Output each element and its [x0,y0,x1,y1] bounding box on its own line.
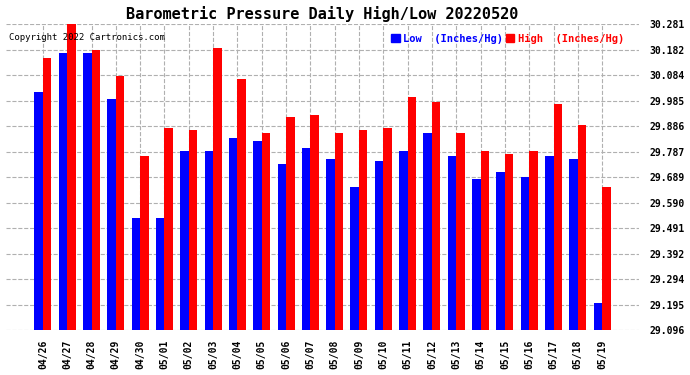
Bar [359,130,368,330]
Bar [569,159,578,330]
Bar [456,133,465,330]
Bar [351,187,359,330]
Bar [140,156,148,330]
Bar [545,156,553,330]
Bar [132,218,140,330]
Bar [302,148,310,330]
Bar [43,58,51,330]
Bar [310,115,319,330]
Bar [262,133,270,330]
Bar [253,141,262,330]
Bar [116,76,124,330]
Bar [384,128,392,330]
Bar [432,102,440,330]
Bar [424,133,432,330]
Bar [229,138,237,330]
Bar [593,303,602,330]
Bar [189,130,197,330]
Bar [156,218,164,330]
Bar [496,172,505,330]
Bar [108,99,116,330]
Bar [213,48,221,330]
Bar [326,159,335,330]
Bar [335,133,343,330]
Bar [578,125,586,330]
Bar [59,53,67,330]
Bar [553,105,562,330]
Bar [408,97,416,330]
Bar [472,179,480,330]
Bar [448,156,456,330]
Legend: Low  (Inches/Hg), High  (Inches/Hg): Low (Inches/Hg), High (Inches/Hg) [387,29,628,48]
Bar [164,128,173,330]
Bar [505,154,513,330]
Bar [399,151,408,330]
Bar [277,164,286,330]
Bar [602,187,611,330]
Title: Barometric Pressure Daily High/Low 20220520: Barometric Pressure Daily High/Low 20220… [126,6,519,21]
Bar [521,177,529,330]
Bar [480,151,489,330]
Bar [83,53,92,330]
Bar [92,50,100,330]
Bar [237,79,246,330]
Bar [67,24,76,330]
Bar [375,161,384,330]
Text: Copyright 2022 Cartronics.com: Copyright 2022 Cartronics.com [9,33,165,42]
Bar [286,117,295,330]
Bar [180,151,189,330]
Bar [204,151,213,330]
Bar [34,92,43,330]
Bar [529,151,538,330]
